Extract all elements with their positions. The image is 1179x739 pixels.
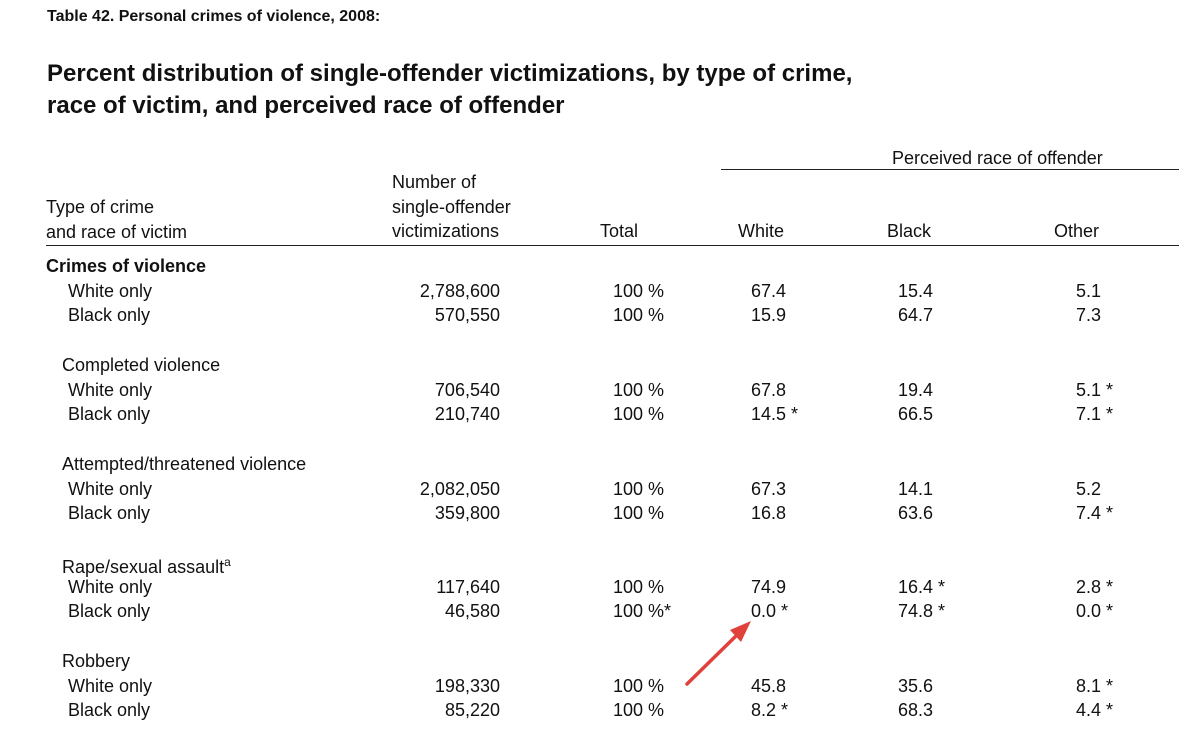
cell-black: 19.4 xyxy=(898,379,934,400)
table-label: Table 42. Personal crimes of violence, 2… xyxy=(47,8,381,25)
cell-total: 100 % xyxy=(613,404,665,424)
cell-other: 5.1 * xyxy=(1076,379,1114,400)
section-label: Robbery xyxy=(62,649,130,673)
section-label: Crimes of violence xyxy=(46,254,206,278)
cell-white: 67.3 xyxy=(751,478,787,499)
cell-black: 66.5 xyxy=(898,404,934,424)
cell-white: 45.8 xyxy=(751,675,787,696)
col-header-number-line-2: single-offender xyxy=(392,196,511,217)
cell-victim: Black only xyxy=(68,700,151,720)
cell-total: 100 % xyxy=(613,576,665,597)
cell-white: 16.8 xyxy=(751,503,787,523)
cell-total: 100 % xyxy=(613,700,665,720)
cell-black: 35.6 xyxy=(898,675,934,696)
cell-white: 0.0 * xyxy=(751,601,789,621)
cell-black: 15.4 xyxy=(898,280,934,301)
cell-number: 117,640 xyxy=(436,576,500,597)
cell-white: 67.8 xyxy=(751,379,787,400)
header-underline xyxy=(46,245,1179,246)
cell-other: 5.1 xyxy=(1076,280,1102,301)
cell-white: 74.9 xyxy=(751,576,787,597)
cell-number: 210,740 xyxy=(434,404,500,424)
cell-total: 100 % xyxy=(613,280,665,301)
cell-number: 359,800 xyxy=(434,503,500,523)
section-label: Rape/sexual assaulta xyxy=(62,550,231,577)
cell-black: 16.4 * xyxy=(898,576,946,597)
col-header-number: Number of single-offender victimizations xyxy=(392,170,511,244)
cell-victim: White only xyxy=(68,379,153,400)
section-label: Attempted/threatened violence xyxy=(62,452,306,476)
group-underline xyxy=(721,169,1179,170)
cell-total: 100 %* xyxy=(613,601,672,621)
cell-total: 100 % xyxy=(613,478,665,499)
perceived-race-group-label: Perceived race of offender xyxy=(892,148,1103,168)
cell-black: 68.3 xyxy=(898,700,934,720)
section-label-text: Robbery xyxy=(62,651,131,671)
cell-victim: Black only xyxy=(68,503,151,523)
section-label-text: Attempted/threatened violence xyxy=(62,454,307,474)
cell-other: 4.4 * xyxy=(1076,700,1114,720)
section-label-text: Crimes of violence xyxy=(46,256,207,276)
cell-other: 5.2 xyxy=(1076,478,1102,499)
cell-victim: Black only xyxy=(68,601,151,621)
cell-white: 15.9 xyxy=(751,305,787,325)
section-label-text: Rape/sexual assault xyxy=(62,557,225,577)
cell-black: 14.1 xyxy=(898,478,934,499)
cell-other: 7.1 * xyxy=(1076,404,1114,424)
cell-number: 570,550 xyxy=(434,305,500,325)
col-header-white: White xyxy=(738,221,785,241)
cell-total: 100 % xyxy=(613,379,665,400)
arrow-shaft xyxy=(685,632,740,686)
cell-total: 100 % xyxy=(613,305,665,325)
arrow-head xyxy=(730,621,751,642)
cell-victim: White only xyxy=(68,576,153,597)
cell-number: 198,330 xyxy=(434,675,500,696)
footnote-marker: a xyxy=(224,555,231,569)
col-header-type: Type of crime and race of victim xyxy=(46,195,187,244)
col-header-other: Other xyxy=(1054,221,1100,241)
cell-other: 7.3 xyxy=(1076,305,1102,325)
cell-victim: White only xyxy=(68,478,153,499)
cell-white: 8.2 * xyxy=(751,700,789,720)
cell-white: 14.5 * xyxy=(751,404,799,424)
title-line-1: Percent distribution of single-offender … xyxy=(47,60,853,87)
cell-number: 2,788,600 xyxy=(419,280,500,301)
cell-number: 2,082,050 xyxy=(419,478,500,499)
cell-number: 85,220 xyxy=(444,700,500,720)
title-line-2: race of victim, and perceived race of of… xyxy=(47,92,565,119)
col-header-type-line-2: and race of victim xyxy=(46,221,188,242)
section-label: Completed violence xyxy=(62,353,220,377)
col-header-number-line-3: victimizations xyxy=(392,221,500,241)
col-header-number-line-1: Number of xyxy=(392,172,477,192)
cell-total: 100 % xyxy=(613,675,665,696)
section-label-text: Completed violence xyxy=(62,355,221,375)
cell-black: 74.8 * xyxy=(898,601,946,621)
cell-other: 2.8 * xyxy=(1076,576,1114,597)
cell-other: 0.0 * xyxy=(1076,601,1114,621)
cell-white: 67.4 xyxy=(751,280,787,301)
col-header-black: Black xyxy=(887,221,932,241)
cell-black: 64.7 xyxy=(898,305,934,325)
cell-victim: Black only xyxy=(68,404,151,424)
cell-victim: White only xyxy=(68,675,153,696)
cell-number: 46,580 xyxy=(444,601,500,621)
cell-total: 100 % xyxy=(613,503,665,523)
cell-other: 7.4 * xyxy=(1076,503,1114,523)
col-header-total: Total xyxy=(600,221,639,241)
cell-number: 706,540 xyxy=(434,379,500,400)
table-title: Percent distribution of single-offender … xyxy=(47,58,852,122)
cell-black: 63.6 xyxy=(898,503,934,523)
cell-victim: Black only xyxy=(68,305,151,325)
cell-other: 8.1 * xyxy=(1076,675,1114,696)
cell-victim: White only xyxy=(68,280,153,301)
col-header-type-line-1: Type of crime xyxy=(46,197,155,217)
